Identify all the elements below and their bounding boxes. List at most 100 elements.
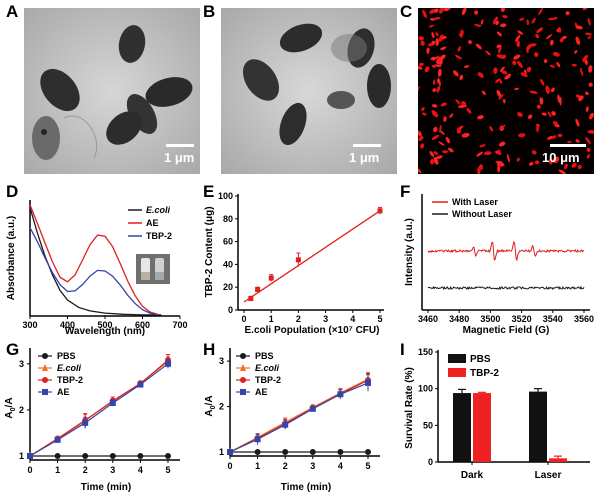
legend-label-pbs: PBS (57, 351, 76, 361)
tem-image-a: 1 μm (24, 8, 200, 174)
bacterium-spot (440, 46, 447, 51)
bacterium-spot (420, 143, 425, 149)
bacterium-spot (440, 102, 448, 107)
data-point (295, 257, 301, 263)
data-point (255, 286, 261, 292)
x-tick-label: 1 (55, 465, 60, 475)
category-label-laser: Laser (535, 470, 562, 481)
bacterium-spot (563, 163, 568, 170)
bacterium-spot (474, 23, 482, 27)
x-tick-label: 1 (269, 314, 274, 324)
y-tick-label: 150 (418, 347, 433, 357)
data-point-ae (227, 449, 233, 455)
y-tick-label: 0 (228, 305, 233, 315)
y-tick-label: 3 (219, 356, 224, 366)
bacterium-spot (536, 104, 541, 109)
bacterium-spot (527, 114, 533, 120)
series-line-without-laser (427, 285, 585, 291)
legend-label-pbs: PBS (255, 351, 274, 361)
chart-d-legend: E.coli AE TBP-2 (128, 205, 172, 241)
legend-label-tbp2: TBP-2 (57, 375, 83, 385)
bacterium-spot (547, 111, 552, 118)
series-line-ecoli (229, 378, 369, 453)
scale-label-c: 10 μm (542, 150, 580, 165)
y-tick-label: 100 (418, 384, 433, 394)
y-tick-label: 3 (19, 359, 24, 369)
bacterium-spot (559, 38, 564, 43)
y-tick-label: 60 (223, 237, 233, 247)
bacterium-spot (433, 156, 439, 165)
y-tick-label: 1 (219, 447, 224, 457)
bacterium-spot (547, 136, 554, 140)
bacterium-spot (539, 97, 544, 105)
data-point-pbs (254, 449, 261, 455)
chart-d-ylabel: Absorbance (a.u.) (6, 216, 17, 300)
legend-d-ecoli: E.coli (146, 205, 171, 215)
bacterium-spot (437, 77, 441, 87)
category-label-dark: Dark (461, 470, 484, 481)
y-tick-label: 20 (223, 282, 233, 292)
bacterium-spot (432, 88, 437, 93)
y-tick-label: 1 (19, 451, 24, 461)
bacterium-spot (585, 32, 592, 36)
bacterium-spot (538, 8, 543, 16)
bacterium-spot (549, 39, 554, 46)
legend-marker-ecoli (42, 364, 48, 371)
bacterium-spot (463, 65, 470, 68)
y-tick-label: 40 (223, 259, 233, 269)
bacterium-spot (498, 141, 506, 147)
series-line-ecoli (29, 361, 169, 457)
bacterium-spot (585, 106, 589, 112)
bacterium-spot (479, 164, 484, 170)
chart-d-xlabel: Wavelength (nm) (65, 326, 145, 337)
chart-h-ylabel-main: A (204, 409, 215, 416)
bacterium-spot (587, 17, 591, 26)
panel-letter-g: G (6, 340, 20, 359)
bacterium-spot (458, 33, 463, 38)
bacterium-spot (582, 54, 588, 62)
bacterium-spot (498, 94, 504, 100)
bacterium-spot (588, 65, 593, 73)
bacterium-spot (502, 54, 506, 59)
bacterium-spot (453, 70, 459, 77)
chart-g-kinetics: Time (min) A0/A 0 1 2 3 4 5123PBSE.coliTBP-2A… (4, 348, 180, 493)
bacterium-spot (422, 112, 427, 116)
bacterium-spot (466, 108, 472, 114)
bacterium-spot (500, 66, 505, 73)
data-point-pbs (337, 449, 344, 455)
bacterium-spot (436, 85, 441, 93)
bacterium-spot (431, 104, 438, 108)
legend-marker-ecoli (240, 364, 246, 371)
legend-d-tbp2: TBP-2 (146, 231, 172, 241)
bacterium-spot (531, 17, 536, 24)
data-point-pbs (282, 449, 289, 455)
bacterium-spot (552, 158, 557, 163)
scale-bar-c (550, 144, 586, 147)
bacterium-spot (501, 70, 508, 75)
bacterium-spot (541, 112, 547, 116)
bacterium-spot (443, 116, 447, 122)
bacterium-spot (588, 82, 593, 87)
x-tick-label: 3 (323, 314, 328, 324)
bacterium-spot (502, 14, 508, 19)
bacterium-spot (489, 126, 494, 132)
bacterium-spot (438, 141, 445, 146)
x-tick-label: 5 (165, 465, 170, 475)
bacterium-spot (500, 8, 505, 12)
x-tick-label: 0 (227, 461, 232, 471)
bacterium-spot (433, 64, 442, 67)
x-tick-label: 5 (377, 314, 382, 324)
bacterium-spot (437, 68, 442, 77)
bacterium-spot (441, 150, 449, 154)
bacterium-spot (424, 66, 430, 73)
bacterium-spot (430, 56, 437, 61)
bacterium-spot (429, 151, 435, 157)
x-tick-label: 3560 (574, 314, 594, 324)
bacterium-spot (493, 67, 498, 74)
bacterium-spot (545, 34, 553, 40)
bacterium-spot (495, 78, 500, 84)
fit-line (243, 210, 381, 303)
x-tick-label: 2 (283, 461, 288, 471)
data-point-ae (54, 436, 61, 443)
bacterium-spot (495, 160, 503, 164)
